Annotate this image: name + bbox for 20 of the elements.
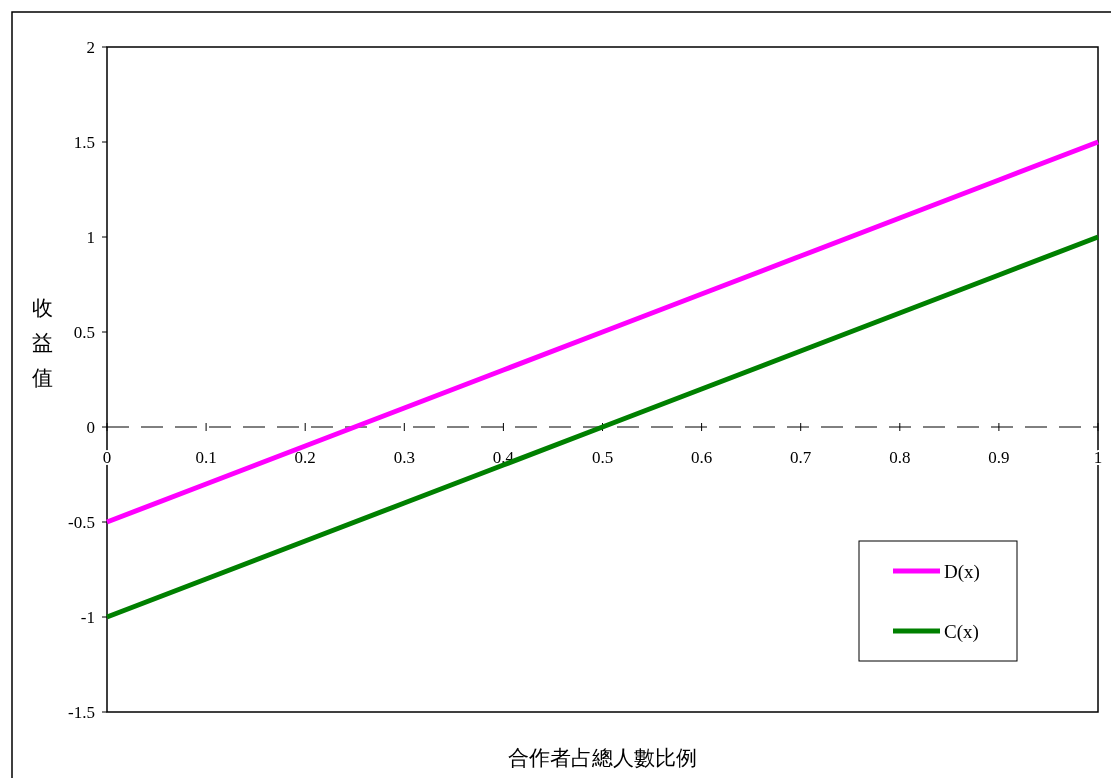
x-axis-title: 合作者占總人數比例 [508, 746, 697, 770]
y-tick-label: 0 [86, 418, 95, 437]
y-tick-label: 2 [86, 38, 95, 57]
y-axis-title: 收益值 [31, 295, 53, 390]
y-tick-label: 1.5 [73, 133, 95, 152]
x-tick-label: 0.9 [988, 448, 1010, 467]
x-tick-label: 0.6 [690, 448, 713, 467]
legend-label: D(x) [944, 561, 980, 583]
x-tick-label: 0.1 [195, 448, 217, 467]
x-tick-label: 0.8 [889, 448, 911, 467]
x-tick-label: 0.3 [393, 448, 415, 467]
legend-label: C(x) [944, 621, 979, 643]
y-tick-label: -0.5 [68, 513, 95, 532]
y-tick-label: -1 [80, 608, 95, 627]
y-tick-label: 0.5 [73, 323, 95, 342]
y-tick-label: 1 [86, 228, 95, 247]
y-tick-label: -1.5 [68, 703, 95, 722]
x-tick-label: 0.5 [591, 448, 614, 467]
x-tick-label: 0.2 [294, 448, 316, 467]
x-tick-label: 0.7 [790, 448, 812, 467]
